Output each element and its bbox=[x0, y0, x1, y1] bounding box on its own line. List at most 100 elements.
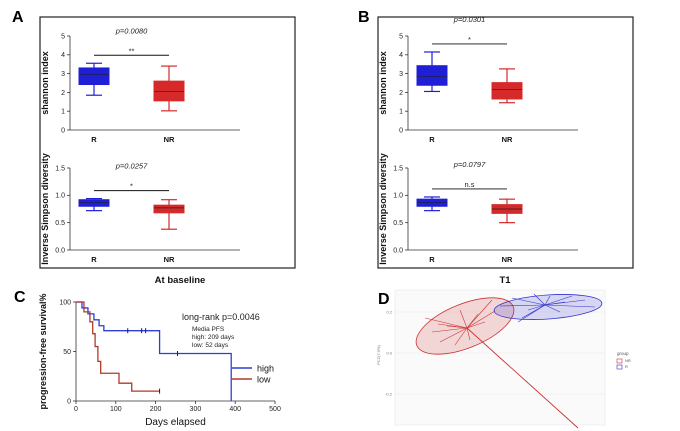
panel-b-simpson-ytick-label: 0.5 bbox=[393, 220, 403, 227]
panel-a-shannon-category-label: R bbox=[91, 135, 97, 144]
km-median-pfs-line: Media PFS bbox=[192, 326, 225, 333]
km-xlabel: Days elapsed bbox=[145, 417, 206, 428]
panel-b-shannon-p-value: p=0.0301 bbox=[453, 15, 486, 24]
pca-ytick-label: -0.2 bbox=[385, 392, 393, 397]
pca-spoke-nr bbox=[424, 317, 468, 329]
panel-b-shannon-ytick-label: 5 bbox=[399, 33, 403, 40]
pca-ytick-label: 0.2 bbox=[386, 310, 392, 315]
pca-spoke-r bbox=[511, 297, 546, 306]
panel-b-shannon-box-r bbox=[416, 65, 448, 86]
panel-a-shannon-category-label: NR bbox=[164, 135, 175, 144]
panel-a-shannon-box-r bbox=[78, 67, 110, 86]
km-curve-low bbox=[76, 301, 160, 392]
panel-a-simpson-box-nr bbox=[153, 204, 185, 214]
panel-a-simpson-sig-mark: * bbox=[130, 182, 133, 191]
panel-a-frame bbox=[39, 16, 296, 269]
panel-b-simpson-ytick-label: 0.0 bbox=[393, 247, 403, 254]
km-ytick-label: 0 bbox=[67, 399, 71, 406]
pca-spoke-nr bbox=[466, 321, 486, 329]
pca-spoke-r bbox=[544, 304, 561, 313]
panel-b-simpson-ylabel: Inverse Simpson diversity bbox=[378, 153, 388, 265]
panel-a-shannon-ytick-label: 3 bbox=[61, 71, 65, 78]
km-logrank: long-rank p=0.0046 bbox=[182, 312, 260, 322]
panel-label-b: B bbox=[358, 9, 370, 26]
panel-b-footer: T1 bbox=[499, 275, 511, 286]
km-xtick-label: 300 bbox=[190, 406, 202, 413]
panel-label-d: D bbox=[378, 291, 390, 308]
pca-spoke-nr bbox=[437, 323, 468, 329]
km-legend-label-low: low bbox=[257, 375, 271, 385]
panel-a-shannon-sig-mark: ** bbox=[129, 46, 135, 55]
pca-legend-label-nr: NR bbox=[625, 358, 631, 363]
km-ytick-label: 50 bbox=[63, 349, 71, 356]
panel-a: 0 1 2 3 4 5 shannon index R NR ** p=0.0080 0.0 0.5 1.… bbox=[40, 26, 240, 265]
panel-b-simpson-category-label: R bbox=[429, 255, 435, 264]
panel-a-simpson-category-label: NR bbox=[164, 255, 175, 264]
km-median-pfs-line: low: 52 days bbox=[192, 342, 229, 349]
km-median-pfs-line: high: 209 days bbox=[192, 334, 235, 341]
km-xtick-label: 200 bbox=[150, 406, 162, 413]
panel-b-shannon-ytick-label: 0 bbox=[399, 127, 403, 134]
panel-a-shannon-box-nr bbox=[153, 80, 185, 102]
panel-a-simpson-box-r bbox=[78, 199, 110, 207]
pca-loading-vector bbox=[466, 327, 579, 429]
pca-spoke-r bbox=[544, 295, 573, 306]
km-xtick-label: 400 bbox=[229, 406, 241, 413]
pca-spoke-nr bbox=[466, 310, 496, 329]
panel-a-simpson-ytick-label: 0.0 bbox=[55, 247, 65, 254]
panel-b-shannon-ytick-label: 4 bbox=[399, 52, 403, 59]
panel-a-footer: At baseline bbox=[155, 275, 206, 286]
panel-b-shannon-sig-mark: * bbox=[468, 35, 471, 44]
panel-b-simpson-category-label: NR bbox=[502, 255, 513, 264]
panel-label-c: C bbox=[14, 289, 26, 306]
km-xtick-label: 0 bbox=[74, 406, 78, 413]
panel-b-simpson-ytick-label: 1.0 bbox=[393, 193, 403, 200]
pca-ylabel: PC2(7.9%) bbox=[376, 345, 381, 365]
km-xtick-label: 100 bbox=[110, 406, 122, 413]
pca-legend-swatch-nr bbox=[616, 358, 623, 364]
panel-a-simpson-ylabel: Inverse Simpson diversity bbox=[40, 153, 50, 265]
panel-b-shannon-box-nr bbox=[491, 82, 523, 100]
pca-spoke-r bbox=[517, 304, 546, 323]
pca-spoke-nr bbox=[454, 327, 468, 346]
pca-spoke-nr bbox=[431, 327, 468, 333]
km-ylabel: progression-free survival% bbox=[38, 293, 48, 409]
panel-b-shannon-category-label: NR bbox=[502, 135, 513, 144]
panel-a-simpson-category-label: R bbox=[91, 255, 97, 264]
pca-spoke-nr bbox=[459, 309, 468, 329]
km-xtick-label: 500 bbox=[269, 406, 281, 413]
panel-b-simpson-sig-mark: n.s bbox=[464, 180, 474, 189]
panel-b-simpson-ytick-label: 1.5 bbox=[393, 165, 403, 172]
pca-spoke-r bbox=[533, 293, 546, 306]
panel-b: 0 1 2 3 4 5 shannon index R NR * p=0.0301 0.0 0.5 1.0… bbox=[378, 15, 578, 265]
panel-a-simpson-ytick-label: 1.5 bbox=[55, 165, 65, 172]
km-legend-label-high: high bbox=[257, 364, 274, 374]
panel-b-shannon-ylabel: shannon index bbox=[378, 51, 388, 115]
panel-b-shannon-category-label: R bbox=[429, 135, 435, 144]
pca-ellipse-nr bbox=[415, 297, 515, 355]
pca-spoke-nr bbox=[466, 299, 493, 329]
pca-legend-label-r: R bbox=[625, 364, 628, 369]
panel-b-simpson-p-value: p=0.0797 bbox=[453, 160, 486, 169]
panel-a-shannon-ytick-label: 0 bbox=[61, 127, 65, 134]
pca-spoke-r bbox=[544, 295, 551, 306]
panel-a-shannon-p-value: p=0.0080 bbox=[115, 26, 148, 35]
panel-a-shannon-ytick-label: 5 bbox=[61, 33, 65, 40]
pca-ytick-label: 0.0 bbox=[386, 351, 392, 356]
panel-a-shannon-ytick-label: 4 bbox=[61, 52, 65, 59]
panel-b-shannon-ytick-label: 2 bbox=[399, 90, 403, 97]
panel-label-a: A bbox=[12, 9, 24, 26]
panel-a-simpson-p-value: p=0.0257 bbox=[115, 162, 148, 171]
pca-spoke-r bbox=[499, 304, 546, 307]
pca-legend-title: group bbox=[617, 351, 629, 356]
panel-a-simpson-ytick-label: 0.5 bbox=[55, 220, 65, 227]
panel-b-frame bbox=[377, 16, 634, 269]
panel-c: 0 50 100 0 100 200 300 400 500 progression-free s… bbox=[38, 293, 281, 428]
pca-spoke-nr bbox=[466, 327, 471, 341]
panel-a-shannon-ytick-label: 1 bbox=[61, 109, 65, 116]
panel-b-shannon-ytick-label: 3 bbox=[399, 71, 403, 78]
pca-spoke-r bbox=[544, 304, 596, 308]
panel-a-simpson-ytick-label: 1.0 bbox=[55, 193, 65, 200]
